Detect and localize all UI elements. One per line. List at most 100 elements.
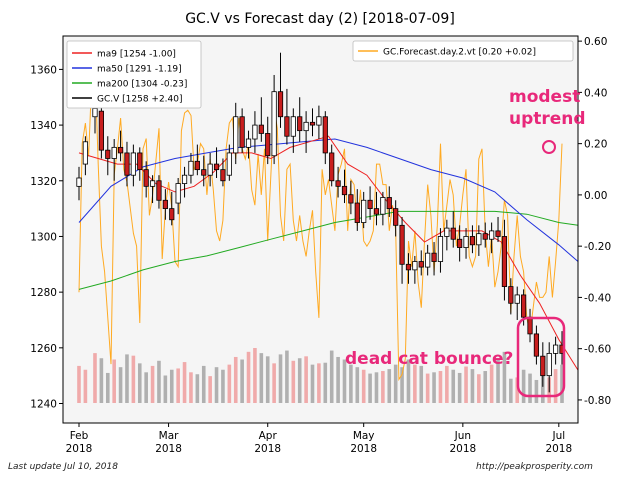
candle-body (277, 91, 284, 118)
candlestick (553, 336, 559, 365)
candle-body (245, 138, 252, 148)
candle-body (405, 263, 412, 271)
annotation-uptrend: uptrend (509, 109, 586, 129)
candle-body (111, 146, 117, 159)
candle-body (258, 124, 264, 134)
candle-body (239, 116, 245, 148)
candlestick (233, 102, 239, 165)
candle-body (156, 180, 162, 201)
x-tick-label-year: 2018 (449, 443, 476, 455)
volume-bar (163, 375, 168, 403)
volume-bar (227, 364, 232, 403)
chart-title: GC.V vs Forecast day (2) [2018-07-09] (185, 11, 455, 27)
candlestick (482, 222, 488, 248)
candlestick (239, 108, 245, 153)
candle-body (393, 208, 399, 226)
candle-body (361, 199, 367, 223)
candlestick (117, 130, 124, 162)
volume-bar (342, 359, 347, 403)
candlestick (105, 136, 111, 176)
candle-body (175, 183, 181, 204)
candlestick (82, 136, 88, 176)
volume-bar (125, 354, 129, 403)
candlestick (194, 144, 200, 176)
volume-bar (541, 372, 545, 403)
volume-bar (310, 364, 315, 403)
y-right-tick-label: 0.00 (584, 190, 607, 202)
candle-body (265, 133, 271, 157)
volume-bar (336, 356, 340, 403)
candle-body (457, 238, 463, 248)
y-left-tick-label: 1360 (30, 64, 57, 76)
x-tick-label-month: Apr (259, 430, 278, 442)
candlestick (181, 166, 188, 198)
x-tick-label-month: Jul (551, 430, 565, 442)
y-left-tick-label: 1340 (30, 120, 57, 132)
y-right-tick-label: -0.60 (584, 344, 611, 356)
candle-body (508, 286, 514, 304)
y-left-tick-label: 1320 (30, 176, 57, 188)
candlestick (501, 219, 508, 301)
candle-body (418, 261, 424, 268)
volume-bar (278, 354, 283, 403)
volume-bar (368, 373, 372, 403)
volume-bar (240, 359, 244, 403)
candlestick (316, 105, 322, 140)
x-tick-label-month: Feb (70, 430, 89, 442)
candle-body (412, 261, 418, 271)
volume-bar (189, 372, 193, 403)
y-right-tick-label: 0.60 (584, 36, 607, 48)
volume-bar (201, 365, 206, 403)
candlestick (514, 286, 520, 320)
volume-bar (528, 373, 532, 403)
volume-bar (381, 371, 385, 403)
candlestick (169, 191, 175, 226)
forecast-legend-entry: GC.Forecast.day.2.vt [0.20 +0.02] (383, 48, 536, 58)
x-tick-label-year: 2018 (350, 443, 377, 455)
volume-bars (77, 348, 564, 403)
volume-bar (355, 367, 360, 403)
candle-body (252, 124, 258, 140)
volume-bar (349, 364, 353, 403)
candle-body (303, 121, 309, 132)
volume-bar (477, 374, 481, 403)
candle-body (463, 236, 469, 248)
volume-bar (400, 367, 404, 403)
x-tick-label-month: Jun (454, 430, 471, 442)
candle-body (207, 163, 213, 176)
volume-bar (291, 360, 296, 403)
candle-body (181, 174, 188, 184)
x-tick-label-month: May (353, 430, 375, 442)
candlestick (201, 155, 207, 187)
candlestick (322, 111, 328, 165)
volume-bar (118, 367, 123, 403)
candlestick (220, 158, 226, 187)
y-right-tick-label: 0.20 (584, 139, 607, 151)
candle-body (76, 177, 82, 187)
candlestick (457, 225, 463, 262)
volume-bar (265, 356, 270, 403)
candle-body (348, 194, 354, 204)
candle-body (540, 355, 546, 377)
candlestick (354, 189, 360, 231)
candle-body (367, 199, 373, 210)
candlestick (156, 175, 162, 209)
candlestick (213, 147, 220, 178)
candle-body (425, 252, 431, 268)
candlestick (508, 278, 514, 315)
x-tick-label-year: 2018 (66, 443, 93, 455)
volume-bar (329, 350, 334, 403)
candle-body (149, 180, 156, 187)
volume-bar (413, 364, 417, 403)
volume-bar (157, 360, 161, 403)
volume-bar (93, 353, 97, 403)
volume-bar (432, 372, 436, 403)
volume-bar (451, 369, 456, 403)
candle-body (521, 294, 527, 318)
candle-body (322, 116, 328, 154)
y-left-tick-label: 1280 (30, 287, 57, 299)
x-tick-label-year: 2018 (155, 443, 182, 455)
candlestick (367, 186, 373, 220)
candlestick (463, 228, 469, 259)
